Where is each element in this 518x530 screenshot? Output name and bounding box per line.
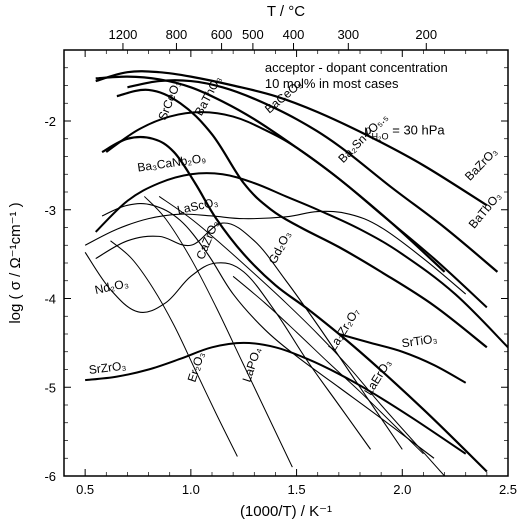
series-Ba3CaNb2O9 [96, 173, 508, 347]
annotation-note1: acceptor - dopant concentration [265, 60, 448, 75]
ytick-label: -3 [44, 203, 56, 218]
series-label-Nd2O3: Nd₂O₃ [93, 276, 129, 297]
xtick-label: 1.5 [288, 482, 306, 497]
ytick-label: -5 [44, 380, 56, 395]
xtick-label: 0.5 [76, 482, 94, 497]
series-label-Ba3CaNb2O9: Ba₃CaNb₂O₉ [136, 151, 207, 174]
ytick-label: -6 [44, 469, 56, 484]
top-tick-label: 800 [166, 27, 188, 42]
ytick-label: -4 [44, 292, 56, 307]
series-LaPO4 [144, 196, 292, 467]
series-label-La2Zr2O7: La₂Zr₂O₇ [325, 306, 362, 354]
top-tick-label: 1200 [108, 27, 137, 42]
series-Er2O3 [111, 241, 238, 457]
top-tick-label: 200 [415, 27, 437, 42]
series-SrCeO3 [102, 137, 487, 472]
top-tick-label: 600 [211, 27, 233, 42]
series-SrZrO3 [85, 343, 466, 454]
x-axis-title: (1000/T) / K⁻¹ [240, 503, 332, 520]
ytick-label: -2 [44, 114, 56, 129]
series-label-SrCeO3: SrCeO₃ [155, 78, 184, 122]
series-label-SrTiO3: SrTiO₃ [401, 331, 438, 350]
top-tick-label: 500 [242, 27, 264, 42]
series-LaErO3 [233, 276, 423, 454]
xtick-label: 2.0 [393, 482, 411, 497]
top-tick-label: 300 [337, 27, 359, 42]
series-label-BaZrO3: BaZrO₃ [462, 145, 500, 184]
xtick-label: 1.0 [182, 482, 200, 497]
series-label-Gd2O3: Gd₂O₃ [266, 229, 294, 267]
series-label-BaThO3: BaThO₃ [192, 73, 225, 118]
xtick-label: 2.5 [499, 482, 517, 497]
annotation-note2: 10 mol% in most cases [265, 76, 399, 91]
top-tick-label: 400 [283, 27, 305, 42]
y-axis-title: log ( σ / Ω⁻¹cm⁻¹ ) [7, 202, 24, 323]
conductivity-arrhenius-chart: 0.5 1.0 1.5 2.0 2.5 -6 -5 -4 -3 -2 1200 800 600 500 40… [0, 0, 518, 530]
series-label-SrZrO3: SrZrO₃ [88, 358, 127, 376]
top-axis-title: T / °C [267, 3, 305, 20]
